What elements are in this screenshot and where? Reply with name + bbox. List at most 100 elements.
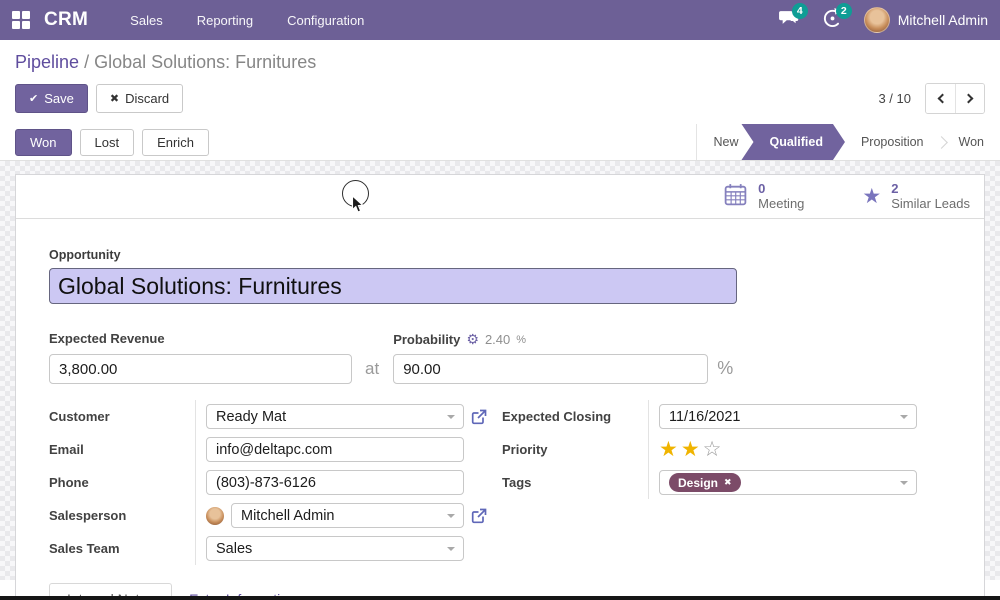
salesperson-avatar bbox=[206, 506, 224, 525]
salesperson-row: Salesperson Mitchell Admin bbox=[49, 499, 487, 532]
menu-reporting[interactable]: Reporting bbox=[196, 12, 254, 28]
probability-auto-value: 2.40 bbox=[484, 332, 511, 347]
close-icon: ✖ bbox=[109, 93, 120, 105]
probability-input[interactable]: 90.00 bbox=[393, 354, 709, 384]
meeting-count: 0 bbox=[758, 180, 766, 196]
top-navbar: CRM Sales Reporting Configuration 4 bbox=[0, 0, 1000, 40]
similar-leads-label: Similar Leads bbox=[891, 195, 970, 211]
opportunity-title-input[interactable]: Global Solutions: Furnitures bbox=[49, 268, 737, 304]
chevron-down-icon bbox=[447, 514, 455, 518]
user-menu[interactable]: Mitchell Admin bbox=[863, 7, 988, 33]
messages-badge: 4 bbox=[791, 3, 808, 19]
stage-qualified-active[interactable]: Qualified bbox=[741, 124, 844, 160]
mark-won-button[interactable]: Won bbox=[15, 128, 72, 156]
pager-previous-button[interactable] bbox=[926, 84, 955, 113]
salesperson-field[interactable]: Mitchell Admin bbox=[231, 503, 464, 528]
salesperson-label: Salesperson bbox=[49, 508, 127, 523]
star-empty-icon[interactable]: ☆ bbox=[702, 438, 725, 461]
phone-label: Phone bbox=[49, 475, 89, 490]
email-field[interactable]: info@deltapc.com bbox=[206, 437, 464, 462]
meeting-stat-button[interactable]: 0 Meeting bbox=[723, 180, 805, 212]
pager: 3 / 10 bbox=[878, 83, 985, 114]
chevron-down-icon bbox=[900, 415, 908, 419]
tab-internal-notes[interactable]: Internal Notes bbox=[49, 583, 173, 600]
priority-row: Priority ★★☆ bbox=[502, 433, 918, 466]
external-link-icon[interactable] bbox=[471, 508, 487, 524]
messages-button[interactable]: 4 bbox=[776, 3, 808, 33]
breadcrumb-separator: / bbox=[84, 52, 90, 72]
star-filled-icon[interactable]: ★ bbox=[659, 438, 681, 461]
percent-sign-small: % bbox=[516, 333, 527, 346]
gear-icon[interactable]: ⚙ bbox=[466, 331, 479, 347]
chevron-down-icon bbox=[447, 547, 455, 551]
systray: 4 2 Mitchell Admin bbox=[776, 3, 988, 33]
opportunity-label: Opportunity bbox=[49, 248, 121, 262]
cursor-arrow-icon bbox=[351, 194, 366, 219]
menu-sales[interactable]: Sales bbox=[130, 12, 163, 28]
pager-value: 3 / 10 bbox=[878, 91, 911, 106]
expected-closing-label: Expected Closing bbox=[502, 409, 612, 424]
priority-label: Priority bbox=[502, 442, 548, 457]
similar-leads-stat-button[interactable]: ★ 2 Similar Leads bbox=[862, 181, 970, 212]
breadcrumb-current: Global Solutions: Furnitures bbox=[94, 52, 317, 72]
stat-button-box: 0 Meeting ★ 2 Similar Leads bbox=[16, 175, 984, 219]
save-button[interactable]: ✔ Save bbox=[15, 84, 88, 113]
apps-grid-icon[interactable] bbox=[12, 11, 30, 29]
customer-label: Customer bbox=[49, 409, 110, 424]
mark-lost-button[interactable]: Lost bbox=[79, 128, 135, 156]
phone-row: Phone (803)-873-6126 bbox=[49, 466, 465, 499]
notebook-tabs: Internal Notes Extra Information bbox=[49, 583, 951, 600]
bottom-edge-strip bbox=[0, 596, 1000, 600]
probability-label: Probability bbox=[393, 332, 461, 347]
app-brand[interactable]: CRM bbox=[44, 9, 89, 30]
at-label: at bbox=[365, 359, 380, 378]
phone-field[interactable]: (803)-873-6126 bbox=[206, 470, 464, 495]
stage-won[interactable]: Won bbox=[958, 135, 984, 149]
menu-configuration[interactable]: Configuration bbox=[287, 12, 365, 28]
breadcrumb-pipeline-link[interactable]: Pipeline bbox=[15, 52, 80, 72]
activities-button[interactable]: 2 bbox=[820, 3, 852, 33]
tags-field[interactable]: Design ✖ bbox=[659, 470, 917, 495]
main-menu: Sales Reporting Configuration bbox=[130, 13, 364, 28]
chevron-down-icon bbox=[447, 415, 455, 419]
expected-closing-row: Expected Closing 11/16/2021 bbox=[502, 400, 918, 433]
meeting-label: Meeting bbox=[758, 195, 805, 211]
star-filled-icon[interactable]: ★ bbox=[680, 438, 703, 461]
customer-field[interactable]: Ready Mat bbox=[206, 404, 464, 429]
tab-extra-information[interactable]: Extra Information bbox=[172, 584, 313, 600]
user-name: Mitchell Admin bbox=[897, 12, 988, 28]
sales-team-field[interactable]: Sales bbox=[206, 536, 464, 561]
content-area: 0 Meeting ★ 2 Similar Leads Opportunity … bbox=[0, 161, 1000, 600]
pager-next-button[interactable] bbox=[955, 84, 984, 113]
tag-design[interactable]: Design ✖ bbox=[669, 473, 741, 492]
chevron-right-icon bbox=[963, 93, 974, 104]
percent-sign: % bbox=[717, 357, 734, 378]
discard-button[interactable]: ✖ Discard bbox=[95, 84, 184, 113]
priority-stars[interactable]: ★★☆ bbox=[659, 439, 724, 460]
email-label: Email bbox=[49, 442, 84, 457]
external-link-icon[interactable] bbox=[471, 409, 487, 425]
email-row: Email info@deltapc.com bbox=[49, 433, 465, 466]
tag-remove-icon[interactable]: ✖ bbox=[724, 477, 732, 487]
control-panel: Pipeline / Global Solutions: Furnitures … bbox=[0, 40, 1000, 124]
form-sheet: 0 Meeting ★ 2 Similar Leads Opportunity … bbox=[15, 174, 985, 600]
mouse-cursor bbox=[342, 180, 376, 214]
stage-pipeline: New Qualified Proposition Won bbox=[696, 124, 1000, 160]
enrich-button[interactable]: Enrich bbox=[142, 128, 209, 156]
user-avatar bbox=[863, 7, 890, 33]
activities-badge: 2 bbox=[835, 3, 852, 19]
calendar-icon bbox=[723, 182, 748, 212]
form-left-column: Customer Ready Mat bbox=[49, 400, 487, 565]
stage-new[interactable]: New bbox=[713, 135, 739, 149]
chevron-down-icon bbox=[900, 481, 908, 485]
discard-label: Discard bbox=[125, 91, 170, 106]
check-icon: ✔ bbox=[29, 93, 39, 105]
breadcrumb: Pipeline / Global Solutions: Furnitures bbox=[15, 49, 985, 75]
expected-closing-field[interactable]: 11/16/2021 bbox=[659, 404, 917, 429]
sales-team-label: Sales Team bbox=[49, 541, 120, 556]
stage-proposition[interactable]: Proposition bbox=[860, 135, 924, 149]
expected-revenue-input[interactable]: 3,800.00 bbox=[49, 354, 352, 384]
tags-label: Tags bbox=[502, 475, 532, 490]
form-right-column: Expected Closing 11/16/2021 Priority bbox=[502, 400, 918, 565]
